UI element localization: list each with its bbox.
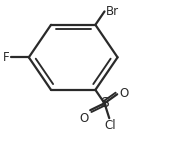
Text: Br: Br	[106, 5, 119, 18]
Text: O: O	[119, 87, 128, 100]
Text: O: O	[79, 112, 89, 125]
Text: F: F	[3, 51, 9, 64]
Text: Cl: Cl	[104, 119, 116, 132]
Text: S: S	[100, 96, 109, 110]
